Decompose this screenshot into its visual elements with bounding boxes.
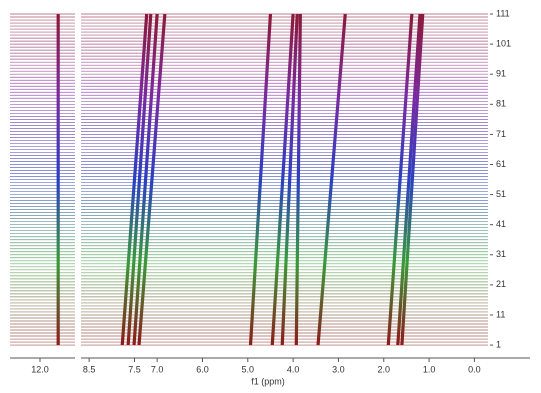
y-tick-label: 11 xyxy=(496,309,505,319)
peak-track xyxy=(316,13,347,346)
peak-track xyxy=(400,13,425,346)
y-tick-label: 51 xyxy=(496,189,506,199)
y-tick-label: 101 xyxy=(496,38,511,48)
y-tick-label: 91 xyxy=(496,69,506,79)
y-tick-label: 61 xyxy=(496,159,506,169)
axis-break xyxy=(76,4,80,360)
y-tick-label: 41 xyxy=(496,219,506,229)
x-tick-label: 7.5 xyxy=(128,364,141,374)
x-tick-label: 3.0 xyxy=(332,364,345,374)
y-tick-label: 21 xyxy=(496,279,506,289)
x-tick-label: 1.0 xyxy=(423,364,436,374)
x-axis-label: f1 (ppm) xyxy=(251,376,285,386)
x-tick-label: 2.0 xyxy=(377,364,390,374)
peak-track xyxy=(120,13,149,346)
peak-track xyxy=(280,13,299,346)
peak-track xyxy=(132,13,159,346)
peak-track xyxy=(386,13,414,346)
x-tick-label: 12.0 xyxy=(31,364,49,374)
peak-track xyxy=(137,13,167,346)
peak-track xyxy=(126,13,153,346)
y-tick-label: 1 xyxy=(496,339,501,349)
x-tick-label: 5.0 xyxy=(242,364,255,374)
y-tick-label: 111 xyxy=(496,8,510,18)
peak-track xyxy=(270,13,295,346)
y-tick-label: 31 xyxy=(496,249,506,259)
peak-track xyxy=(248,13,273,346)
x-tick-label: 8.5 xyxy=(83,364,96,374)
x-tick-label: 7.0 xyxy=(151,364,164,374)
peak-track xyxy=(396,13,422,346)
peak-track xyxy=(294,13,302,346)
x-tick-label: 0.0 xyxy=(468,364,481,374)
x-tick-label: 6.0 xyxy=(196,364,209,374)
y-tick-label: 81 xyxy=(496,99,506,109)
y-tick-label: 71 xyxy=(496,129,506,139)
x-tick-label: 4.0 xyxy=(287,364,300,374)
